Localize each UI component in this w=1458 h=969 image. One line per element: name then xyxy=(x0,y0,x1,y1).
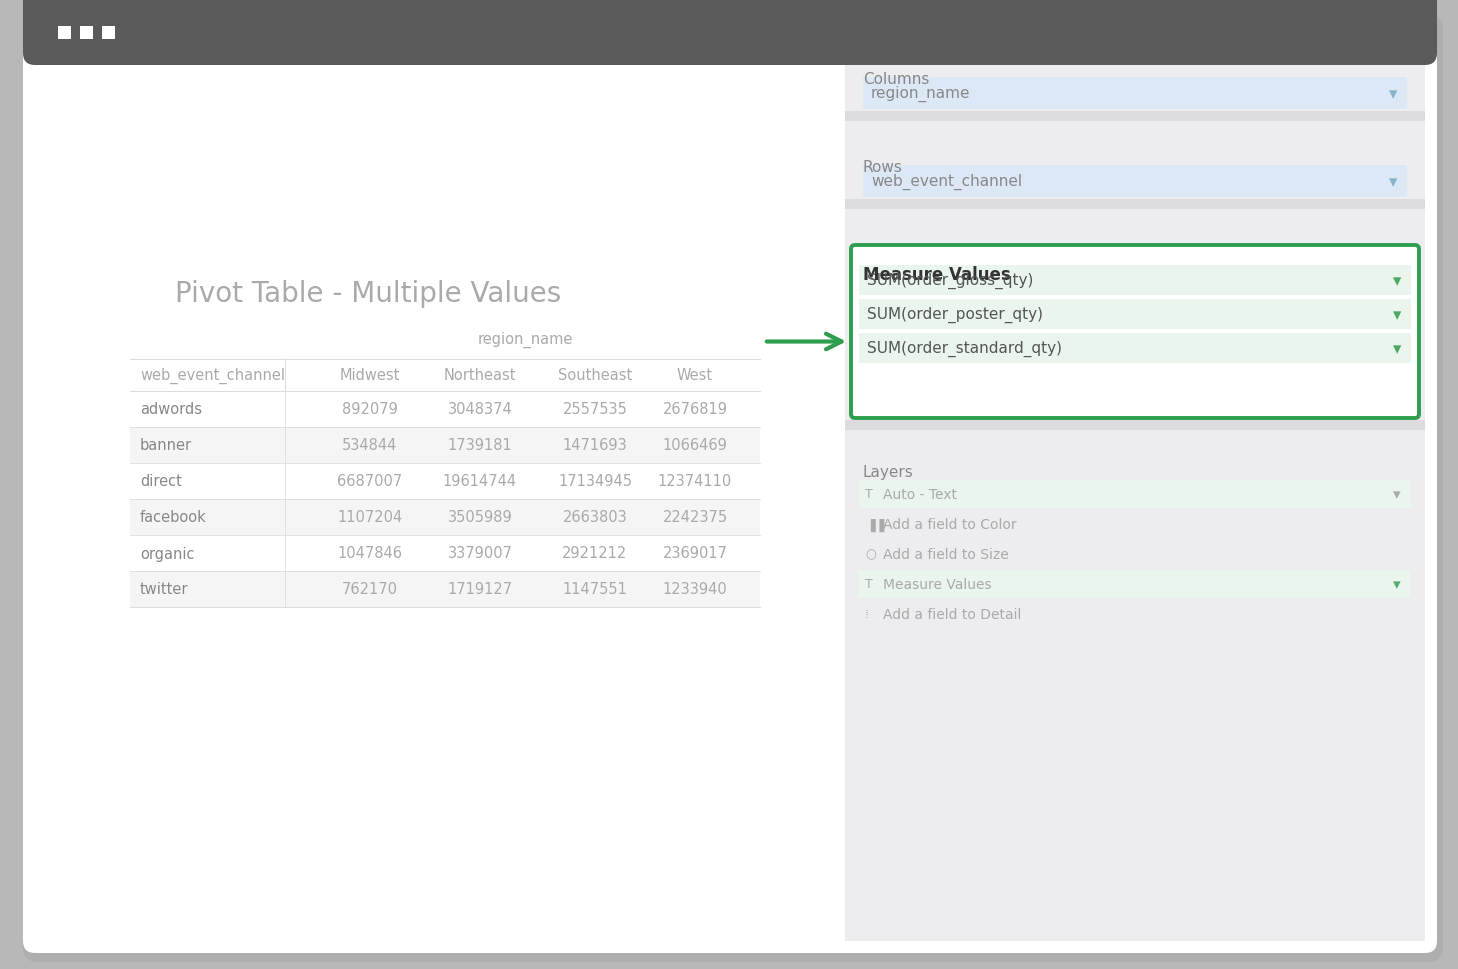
Text: T: T xyxy=(865,578,873,591)
Text: Midwest: Midwest xyxy=(340,368,399,383)
Bar xyxy=(859,266,1411,296)
Text: West: West xyxy=(677,368,713,383)
Text: ▾: ▾ xyxy=(1392,305,1401,324)
Bar xyxy=(130,536,760,572)
Text: banner: banner xyxy=(140,438,192,453)
Text: 1471693: 1471693 xyxy=(563,438,627,453)
Text: 12374110: 12374110 xyxy=(658,474,732,489)
Text: 2663803: 2663803 xyxy=(563,510,627,525)
Text: web_event_channel: web_event_channel xyxy=(140,367,284,384)
Text: Pivot Table - Multiple Values: Pivot Table - Multiple Values xyxy=(175,280,561,308)
Bar xyxy=(130,427,760,463)
Bar xyxy=(130,391,760,427)
Text: Layers: Layers xyxy=(863,464,914,480)
Bar xyxy=(130,572,760,608)
Bar xyxy=(846,111,1424,122)
Text: Northeast: Northeast xyxy=(443,368,516,383)
Text: 762170: 762170 xyxy=(343,582,398,597)
Text: 2676819: 2676819 xyxy=(662,402,728,417)
Bar xyxy=(863,166,1407,198)
Text: ▾: ▾ xyxy=(1392,340,1401,358)
FancyBboxPatch shape xyxy=(23,0,1438,66)
Bar xyxy=(80,26,93,40)
Text: adwords: adwords xyxy=(140,402,203,417)
Text: 3505989: 3505989 xyxy=(448,510,512,525)
Text: 1719127: 1719127 xyxy=(448,582,513,597)
Bar xyxy=(35,54,846,941)
FancyBboxPatch shape xyxy=(23,12,1438,953)
Text: region_name: region_name xyxy=(870,86,971,102)
Text: 2557535: 2557535 xyxy=(563,402,627,417)
Bar xyxy=(102,26,115,40)
Text: 2921212: 2921212 xyxy=(563,546,627,561)
Text: ▾: ▾ xyxy=(1389,172,1397,191)
Text: 892079: 892079 xyxy=(343,402,398,417)
Bar xyxy=(130,499,760,536)
Text: T: T xyxy=(865,488,873,501)
Text: Measure Values: Measure Values xyxy=(863,266,1010,284)
Text: ⁞: ⁞ xyxy=(865,608,869,621)
Text: 6687007: 6687007 xyxy=(337,474,402,489)
Text: Rows: Rows xyxy=(863,160,903,174)
Text: 1047846: 1047846 xyxy=(337,546,402,561)
Text: Southeast: Southeast xyxy=(558,368,633,383)
FancyBboxPatch shape xyxy=(851,246,1419,419)
Text: 534844: 534844 xyxy=(343,438,398,453)
Text: Add a field to Size: Add a field to Size xyxy=(884,547,1009,561)
Bar xyxy=(859,333,1411,363)
Bar xyxy=(859,299,1411,329)
Text: 3048374: 3048374 xyxy=(448,402,512,417)
Text: web_event_channel: web_event_channel xyxy=(870,173,1022,190)
Text: 1107204: 1107204 xyxy=(337,510,402,525)
Text: 1739181: 1739181 xyxy=(448,438,512,453)
Text: 3379007: 3379007 xyxy=(448,546,513,561)
Text: 2369017: 2369017 xyxy=(662,546,728,561)
Bar xyxy=(846,54,1424,941)
Text: 17134945: 17134945 xyxy=(558,474,631,489)
Text: SUM(order_standard_qty): SUM(order_standard_qty) xyxy=(868,340,1061,357)
Text: twitter: twitter xyxy=(140,582,188,597)
Text: ▾: ▾ xyxy=(1394,577,1401,592)
Text: 2242375: 2242375 xyxy=(662,510,728,525)
Text: ▾: ▾ xyxy=(1394,487,1401,502)
Text: region_name: region_name xyxy=(477,331,573,348)
Text: Measure Values: Measure Values xyxy=(884,578,991,591)
Text: ▐▐: ▐▐ xyxy=(865,517,884,531)
Text: Add a field to Detail: Add a field to Detail xyxy=(884,608,1022,621)
Text: Add a field to Color: Add a field to Color xyxy=(884,517,1016,531)
Bar xyxy=(859,481,1411,509)
Text: 1233940: 1233940 xyxy=(662,582,728,597)
Bar xyxy=(35,34,1424,54)
Bar xyxy=(846,200,1424,209)
Text: organic: organic xyxy=(140,546,194,561)
Text: 19614744: 19614744 xyxy=(443,474,518,489)
Text: ○: ○ xyxy=(865,547,876,561)
Text: SUM(order_gloss_qty): SUM(order_gloss_qty) xyxy=(868,272,1034,289)
Text: ▾: ▾ xyxy=(1389,85,1397,103)
Bar xyxy=(859,571,1411,599)
Bar xyxy=(863,78,1407,109)
Text: Auto - Text: Auto - Text xyxy=(884,487,956,502)
Text: 1066469: 1066469 xyxy=(662,438,728,453)
Bar xyxy=(130,463,760,499)
Text: direct: direct xyxy=(140,474,182,489)
Text: Columns: Columns xyxy=(863,72,929,87)
Bar xyxy=(58,26,71,40)
Bar xyxy=(846,421,1424,430)
Text: 1147551: 1147551 xyxy=(563,582,627,597)
Text: ▾: ▾ xyxy=(1392,271,1401,290)
Text: SUM(order_poster_qty): SUM(order_poster_qty) xyxy=(868,306,1042,323)
Text: facebook: facebook xyxy=(140,510,207,525)
FancyBboxPatch shape xyxy=(23,15,1443,962)
